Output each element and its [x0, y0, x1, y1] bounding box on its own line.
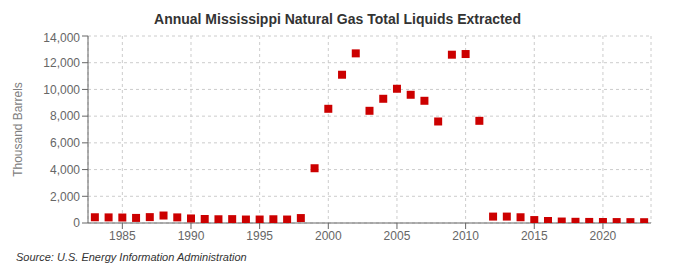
- svg-text:14,000: 14,000: [43, 31, 80, 45]
- svg-text:2015: 2015: [521, 229, 548, 243]
- svg-text:1990: 1990: [178, 229, 205, 243]
- svg-text:0: 0: [73, 216, 80, 230]
- svg-text:12,000: 12,000: [43, 56, 80, 70]
- svg-text:10,000: 10,000: [43, 83, 80, 97]
- svg-text:8,000: 8,000: [50, 109, 80, 123]
- svg-text:2010: 2010: [452, 229, 479, 243]
- svg-text:6,000: 6,000: [50, 136, 80, 150]
- svg-text:2,000: 2,000: [50, 190, 80, 204]
- html-text:Annual Mississippi Natural Gas: Annual Mississippi Natural Gas Total Liq…: [154, 11, 521, 27]
- svg-text:4,000: 4,000: [50, 163, 80, 177]
- svg-text:2020: 2020: [590, 229, 617, 243]
- svg-text:1985: 1985: [109, 229, 136, 243]
- svg-text:2000: 2000: [315, 229, 342, 243]
- svg-text:1995: 1995: [246, 229, 273, 243]
- html-text:Source: U.S. Energy Informatio: Source: U.S. Energy Information Administ…: [16, 251, 247, 263]
- svg-text:Thousand Barrels: Thousand Barrels: [11, 82, 25, 177]
- svg-text:2005: 2005: [384, 229, 411, 243]
